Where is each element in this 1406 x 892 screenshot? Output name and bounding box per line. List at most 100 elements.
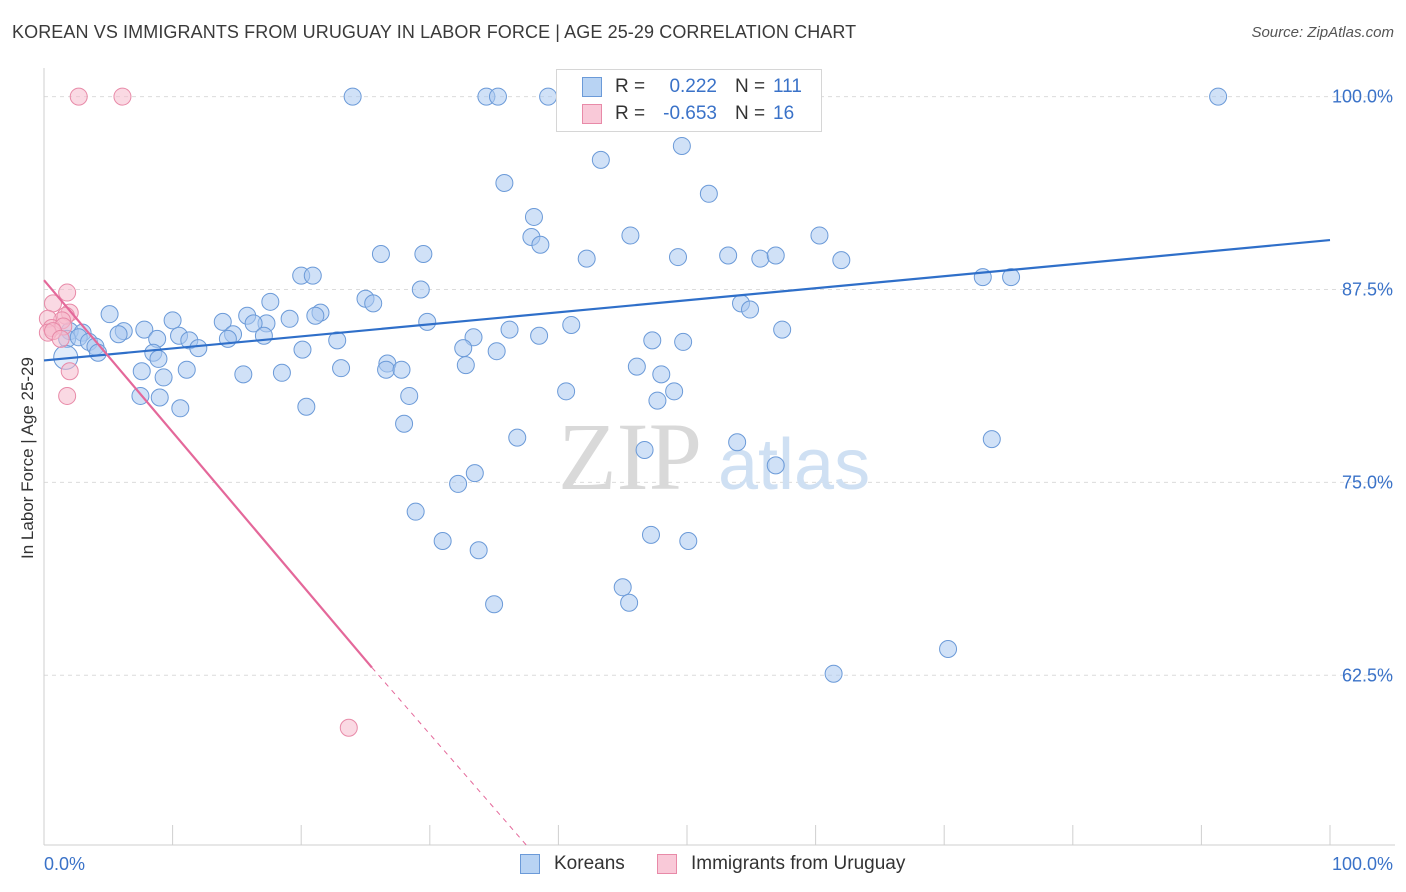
data-point — [400, 386, 419, 405]
data-point — [719, 246, 738, 265]
stats-legend: R = 0.222 N = 111 R = -0.653 N = 16 — [556, 69, 822, 132]
legend-label: Immigrants from Uruguay — [691, 853, 906, 874]
x-tick-label: 0.0% — [44, 854, 85, 874]
tick-labels: 62.5% 75.0% 87.5% 100.0% 0.0% 100.0% — [44, 87, 1393, 874]
koreans-trend-line — [43, 238, 1331, 362]
data-point — [635, 440, 654, 459]
data-point — [679, 532, 698, 551]
data-point — [51, 329, 70, 348]
x-tick-label: 100.0% — [1332, 854, 1393, 874]
data-point — [364, 294, 383, 313]
data-point — [414, 244, 433, 263]
data-point — [177, 360, 196, 379]
data-point — [261, 292, 280, 311]
data-point — [530, 326, 549, 345]
data-point — [132, 362, 151, 381]
y-tick-label: 100.0% — [1332, 87, 1393, 107]
y-tick-label: 75.0% — [1342, 472, 1393, 492]
data-point — [643, 331, 662, 350]
r-label: R = — [615, 103, 646, 124]
data-point — [392, 360, 411, 379]
uruguay-trend-extension — [371, 667, 527, 846]
r-label: R = — [615, 76, 646, 97]
data-point — [982, 430, 1001, 449]
data-point — [89, 343, 108, 362]
data-point — [524, 207, 543, 226]
data-point — [824, 664, 843, 683]
data-point — [699, 184, 718, 203]
data-point — [406, 502, 425, 521]
data-point — [766, 246, 785, 265]
data-point — [418, 312, 437, 331]
koreans-legend-swatch — [520, 854, 540, 874]
data-point — [485, 595, 504, 614]
data-point — [539, 87, 558, 106]
watermark: ZIP atlas — [558, 403, 870, 510]
data-point — [652, 365, 671, 384]
data-point — [621, 226, 640, 245]
trend-lines — [43, 238, 1331, 846]
data-point — [411, 280, 430, 299]
data-point — [149, 349, 168, 368]
data-point — [150, 388, 169, 407]
r-value: -0.653 — [663, 103, 717, 124]
data-point — [620, 593, 639, 612]
uruguay-swatch — [582, 104, 602, 124]
koreans-swatch — [582, 77, 602, 97]
legend-item-koreans: Koreans — [520, 852, 640, 876]
data-point — [465, 464, 484, 483]
data-point — [60, 362, 79, 381]
data-point — [189, 339, 208, 358]
data-point — [613, 578, 632, 597]
uruguay-points — [38, 87, 358, 737]
data-point — [500, 320, 519, 339]
data-point — [100, 305, 119, 324]
n-value: 111 — [773, 76, 802, 97]
data-point — [113, 87, 132, 106]
series-legend: Koreans Immigrants from Uruguay — [0, 852, 1406, 878]
data-point — [591, 150, 610, 169]
data-point — [343, 87, 362, 106]
data-point — [668, 248, 687, 267]
gridlines — [44, 96, 1395, 676]
data-point — [433, 532, 452, 551]
data-point — [487, 342, 506, 361]
data-point — [377, 360, 396, 379]
data-point — [741, 300, 760, 319]
data-point — [672, 136, 691, 155]
stats-row-koreans: R = 0.222 N = 111 — [557, 74, 821, 100]
n-label: N = — [735, 103, 766, 124]
data-point — [1002, 268, 1021, 287]
data-point — [154, 368, 173, 387]
axes — [43, 68, 1395, 846]
data-point — [303, 266, 322, 285]
data-point — [495, 173, 514, 192]
data-point — [766, 456, 785, 475]
data-point — [810, 226, 829, 245]
r-value: 0.222 — [669, 76, 717, 97]
data-point — [939, 640, 958, 659]
data-point — [69, 87, 88, 106]
stats-row-uruguay: R = -0.653 N = 16 — [557, 101, 821, 127]
n-value: 16 — [773, 103, 795, 124]
data-point — [163, 311, 182, 330]
data-point — [280, 309, 299, 328]
data-point — [648, 391, 667, 410]
n-label: N = — [735, 76, 766, 97]
data-point — [272, 363, 291, 382]
chart-source: Source: ZipAtlas.com — [1251, 24, 1394, 41]
data-point — [332, 359, 351, 378]
data-point — [728, 433, 747, 452]
data-point — [531, 235, 550, 254]
data-point — [109, 325, 128, 344]
data-point — [577, 249, 596, 268]
uruguay-trend-line — [43, 279, 373, 669]
data-point — [234, 365, 253, 384]
data-point — [171, 399, 190, 418]
data-point — [297, 397, 316, 416]
koreans-points — [53, 87, 1228, 683]
data-point — [488, 87, 507, 106]
data-point — [244, 314, 263, 333]
data-point — [508, 428, 527, 447]
